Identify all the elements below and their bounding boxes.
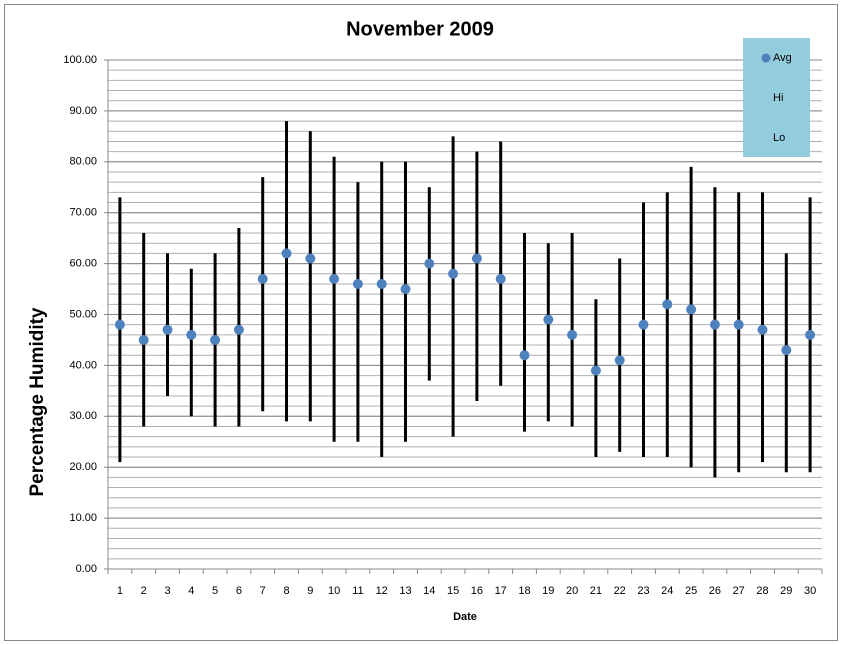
x-tick-label: 29 xyxy=(780,585,792,597)
avg-marker xyxy=(305,253,316,264)
avg-marker xyxy=(138,334,149,345)
x-tick-label: 9 xyxy=(307,585,313,597)
avg-marker xyxy=(709,319,720,330)
avg-marker xyxy=(448,268,459,279)
x-tick-label: 6 xyxy=(236,585,242,597)
avg-marker xyxy=(471,253,482,264)
y-tick-label: 80.00 xyxy=(69,156,97,168)
avg-marker xyxy=(400,284,411,295)
x-tick-label: 4 xyxy=(188,585,194,597)
x-tick-label: 15 xyxy=(447,585,459,597)
avg-marker xyxy=(233,324,244,335)
x-tick-label: 20 xyxy=(566,585,578,597)
avg-marker xyxy=(424,258,435,269)
x-tick-label: 23 xyxy=(637,585,649,597)
x-tick-label: 28 xyxy=(756,585,768,597)
legend-label: Hi xyxy=(773,92,783,104)
x-tick-label: 1 xyxy=(117,585,123,597)
avg-marker xyxy=(186,329,197,340)
x-tick-label: 13 xyxy=(399,585,411,597)
x-tick-label: 5 xyxy=(212,585,218,597)
y-tick-label: 90.00 xyxy=(69,105,97,117)
x-tick-label: 2 xyxy=(141,585,147,597)
x-tick-label: 26 xyxy=(709,585,721,597)
avg-marker xyxy=(686,304,697,315)
x-tick-label: 11 xyxy=(352,585,363,597)
y-tick-label: 40.00 xyxy=(69,359,97,371)
x-tick-label: 7 xyxy=(260,585,266,597)
y-axis-label: Percentage Humidity xyxy=(27,307,48,496)
avg-marker xyxy=(281,248,292,259)
avg-marker xyxy=(329,273,340,284)
legend-label: Lo xyxy=(773,132,785,144)
avg-marker xyxy=(114,319,125,330)
avg-marker xyxy=(162,324,173,335)
x-tick-label: 18 xyxy=(518,585,530,597)
avg-marker xyxy=(757,324,768,335)
x-tick-label: 24 xyxy=(661,585,673,597)
x-tick-label: 14 xyxy=(423,585,435,597)
avg-marker xyxy=(567,329,578,340)
y-tick-label: 70.00 xyxy=(69,207,97,219)
x-tick-label: 16 xyxy=(471,585,483,597)
avg-marker xyxy=(614,355,625,366)
chart-title: November 2009 xyxy=(346,18,494,40)
avg-marker xyxy=(733,319,744,330)
avg-marker xyxy=(781,345,792,356)
avg-marker xyxy=(519,350,530,361)
avg-marker xyxy=(495,273,506,284)
y-tick-label: 100.00 xyxy=(63,54,97,66)
avg-marker xyxy=(662,299,673,310)
avg-marker xyxy=(805,329,816,340)
avg-marker xyxy=(590,365,601,376)
avg-marker xyxy=(376,278,387,289)
x-tick-label: 25 xyxy=(685,585,697,597)
y-tick-label: 50.00 xyxy=(69,308,97,320)
legend-label: Avg xyxy=(773,52,792,64)
x-tick-label: 30 xyxy=(804,585,816,597)
y-tick-label: 30.00 xyxy=(69,410,97,422)
x-tick-label: 27 xyxy=(733,585,745,597)
x-tick-label: 3 xyxy=(164,585,170,597)
x-tick-label: 8 xyxy=(283,585,289,597)
x-tick-label: 22 xyxy=(614,585,626,597)
x-tick-label: 12 xyxy=(376,585,388,597)
x-tick-label: 19 xyxy=(542,585,554,597)
avg-marker xyxy=(257,273,268,284)
avg-marker xyxy=(210,334,221,345)
y-tick-label: 60.00 xyxy=(69,258,97,270)
avg-marker xyxy=(638,319,649,330)
y-tick-label: 0.00 xyxy=(76,563,97,575)
legend xyxy=(743,38,810,157)
y-tick-label: 10.00 xyxy=(69,512,97,524)
legend-marker xyxy=(761,53,771,63)
x-axis-label: Date xyxy=(453,611,477,623)
y-tick-label: 20.00 xyxy=(69,461,97,473)
x-tick-label: 10 xyxy=(328,585,340,597)
x-tick-label: 17 xyxy=(495,585,507,597)
x-tick-label: 21 xyxy=(590,585,602,597)
avg-marker xyxy=(543,314,554,325)
avg-marker xyxy=(352,278,363,289)
